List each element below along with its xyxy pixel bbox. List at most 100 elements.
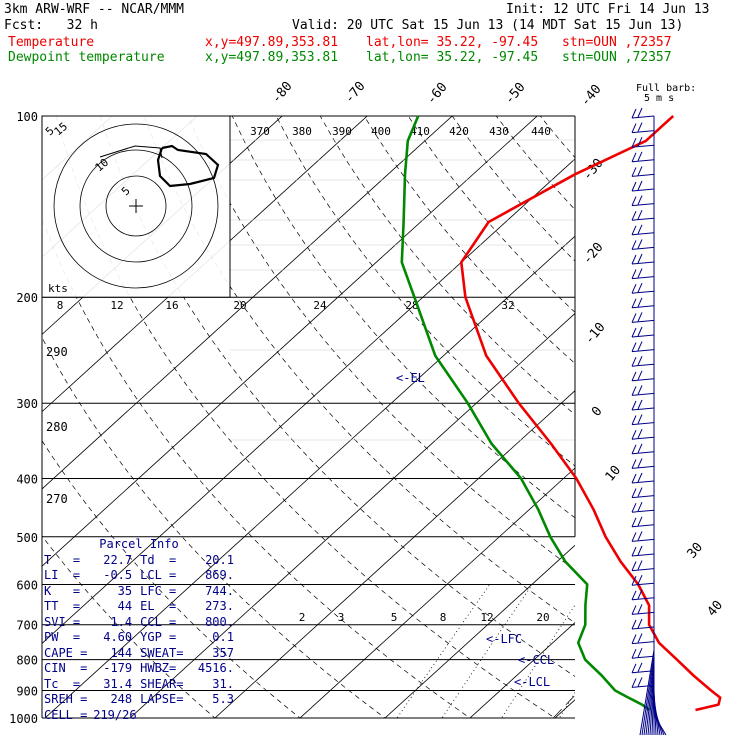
dry-adiabat — [319, 116, 575, 416]
theta-e-label: 430 — [489, 125, 509, 138]
wind-barb — [631, 312, 655, 323]
dry-adiabat — [42, 440, 301, 718]
isotherm-label: 30 — [685, 540, 707, 562]
wind-barb — [631, 166, 655, 177]
pressure-label: 600 — [16, 578, 38, 592]
pressure-label: 500 — [16, 531, 38, 545]
parcel-info-row: SVI = 1.4 CCL = 800. — [44, 615, 234, 631]
parcel-c-cell: Td = — [140, 552, 177, 567]
parcel-info-title: Parcel Info — [99, 537, 179, 551]
isotherm-line — [711, 88, 740, 730]
parcel-d-cell: 273. — [205, 599, 234, 613]
hodograph-axis-label: 16 — [165, 299, 178, 312]
wind-barb-low — [643, 659, 655, 736]
wind-barb — [631, 531, 655, 542]
wind-barb — [631, 180, 655, 192]
isotherm-label: -40 — [578, 82, 605, 110]
latlon-dew: lat,lon= 35.22, -97.45 — [366, 50, 539, 65]
model-title: 3km ARW-WRF -- NCAR/MMM — [4, 2, 185, 17]
wind-barb-low — [653, 714, 667, 736]
wind-barb — [631, 501, 655, 513]
parcel-d-cell: 800. — [205, 614, 234, 629]
isotherm-line — [42, 116, 538, 567]
parcel-b-cell: 4.60 — [103, 630, 133, 644]
parcel-info-row: TT = 44 EL = 273. — [44, 599, 234, 615]
hodograph-trace — [156, 144, 220, 188]
valid-time: Valid: 20 UTC Sat 15 Jun 13 (14 MDT Sat … — [292, 18, 684, 33]
wind-barb — [631, 618, 655, 630]
isotherm-line — [214, 390, 575, 718]
wind-barb — [631, 209, 655, 221]
dry-adiabat — [584, 116, 740, 731]
dry-adiabat — [42, 217, 471, 718]
stn-temp: stn=OUN ,72357 — [562, 35, 672, 50]
isotherm-line — [299, 467, 575, 718]
parcel-info-row: LI = -0.5 LCL = 869. — [44, 568, 234, 584]
parcel-info-row: SREH = 248 LAPSE= 5.3 — [44, 692, 234, 708]
theta-e-label: 410 — [410, 125, 430, 138]
isotherm-label: 0 — [589, 404, 606, 420]
parcel-b-cell: 31.4 — [103, 676, 133, 691]
wind-barb — [631, 458, 655, 469]
parcel-d-cell: 744. — [205, 583, 234, 598]
wind-barb — [631, 136, 655, 148]
mixing-ratio-label: 20 — [536, 611, 549, 624]
wind-barb — [631, 574, 655, 586]
wind-barb — [631, 545, 655, 557]
hodograph-ring — [79, 149, 193, 263]
wind-barb-low — [647, 669, 655, 736]
wind-barb-low — [641, 654, 655, 736]
init-time: Init: 12 UTC Fri 14 Jun 13 — [506, 2, 710, 17]
hodograph-axis-label: 24 — [313, 299, 327, 312]
parcel-info-panel: Parcel Info T = 22.7 Td = 20.1 LI = -0.5 LCL =… — [44, 537, 234, 725]
mixing-ratio-label: 3 — [338, 611, 345, 624]
parcel-c-cell: YGP = — [140, 630, 177, 644]
wind-barb — [631, 122, 655, 134]
wind-barb — [631, 268, 655, 280]
wind-barb — [631, 443, 655, 455]
parcel-d-cell: 869. — [205, 568, 234, 582]
wind-barb — [631, 195, 655, 207]
wind-barb — [631, 253, 655, 265]
xy-dew: x,y=497.89,353.81 — [205, 50, 339, 65]
parcel-b-cell: 35 — [117, 583, 133, 598]
parcel-a-cell: T = — [44, 552, 81, 567]
hodograph-axis-label: 20 — [233, 299, 246, 312]
barb-unit-label: 5 m s — [644, 93, 675, 104]
theta-e-label: 370 — [250, 125, 270, 138]
parcel-d-cell: 5.3 — [212, 692, 234, 706]
dry-adiabat — [407, 116, 575, 313]
parcel-d-cell: 4516. — [197, 661, 234, 675]
parcel-d-cell: 20.1 — [205, 552, 234, 567]
hodograph-axis-label: kts — [48, 282, 68, 295]
parcel-b-cell: 248 — [110, 692, 133, 706]
dry-adiabat — [187, 116, 575, 571]
theta-e-label: 400 — [371, 125, 391, 138]
full-barb-label: Full barb: — [636, 83, 697, 94]
parcel-b-cell: 144 — [110, 645, 133, 660]
mixing-ratio-line — [396, 584, 491, 718]
dry-adiabat-label: 290 — [46, 345, 68, 359]
hodograph-ring — [105, 175, 167, 237]
parcel-info-row: CAPE = 144 SWEAT= 357 — [44, 646, 234, 662]
parcel-a-cell: SREH = — [44, 692, 88, 706]
parcel-a-cell: SVI = — [44, 614, 81, 629]
wind-barb — [631, 385, 655, 396]
pressure-label: 800 — [16, 654, 38, 668]
parcel-c-cell: LAPSE= — [140, 692, 184, 706]
wind-barb — [631, 428, 655, 440]
mixing-ratio-label: 8 — [440, 611, 447, 624]
xy-temp: x,y=497.89,353.81 — [205, 35, 339, 50]
wind-barb — [631, 282, 655, 294]
latlon-temp: lat,lon= 35.22, -97.45 — [366, 35, 539, 50]
hodograph-axis-label: 12 — [110, 299, 123, 312]
theta-e-label: 420 — [449, 125, 469, 138]
wind-barb — [631, 341, 655, 353]
dry-adiabat — [495, 116, 575, 211]
parcel-b-cell: -0.5 — [103, 568, 133, 582]
isotherm-label: -70 — [342, 79, 369, 107]
level-marker-el: <-EL — [396, 371, 425, 385]
parcel-c-cell: SWEAT= — [140, 645, 184, 660]
